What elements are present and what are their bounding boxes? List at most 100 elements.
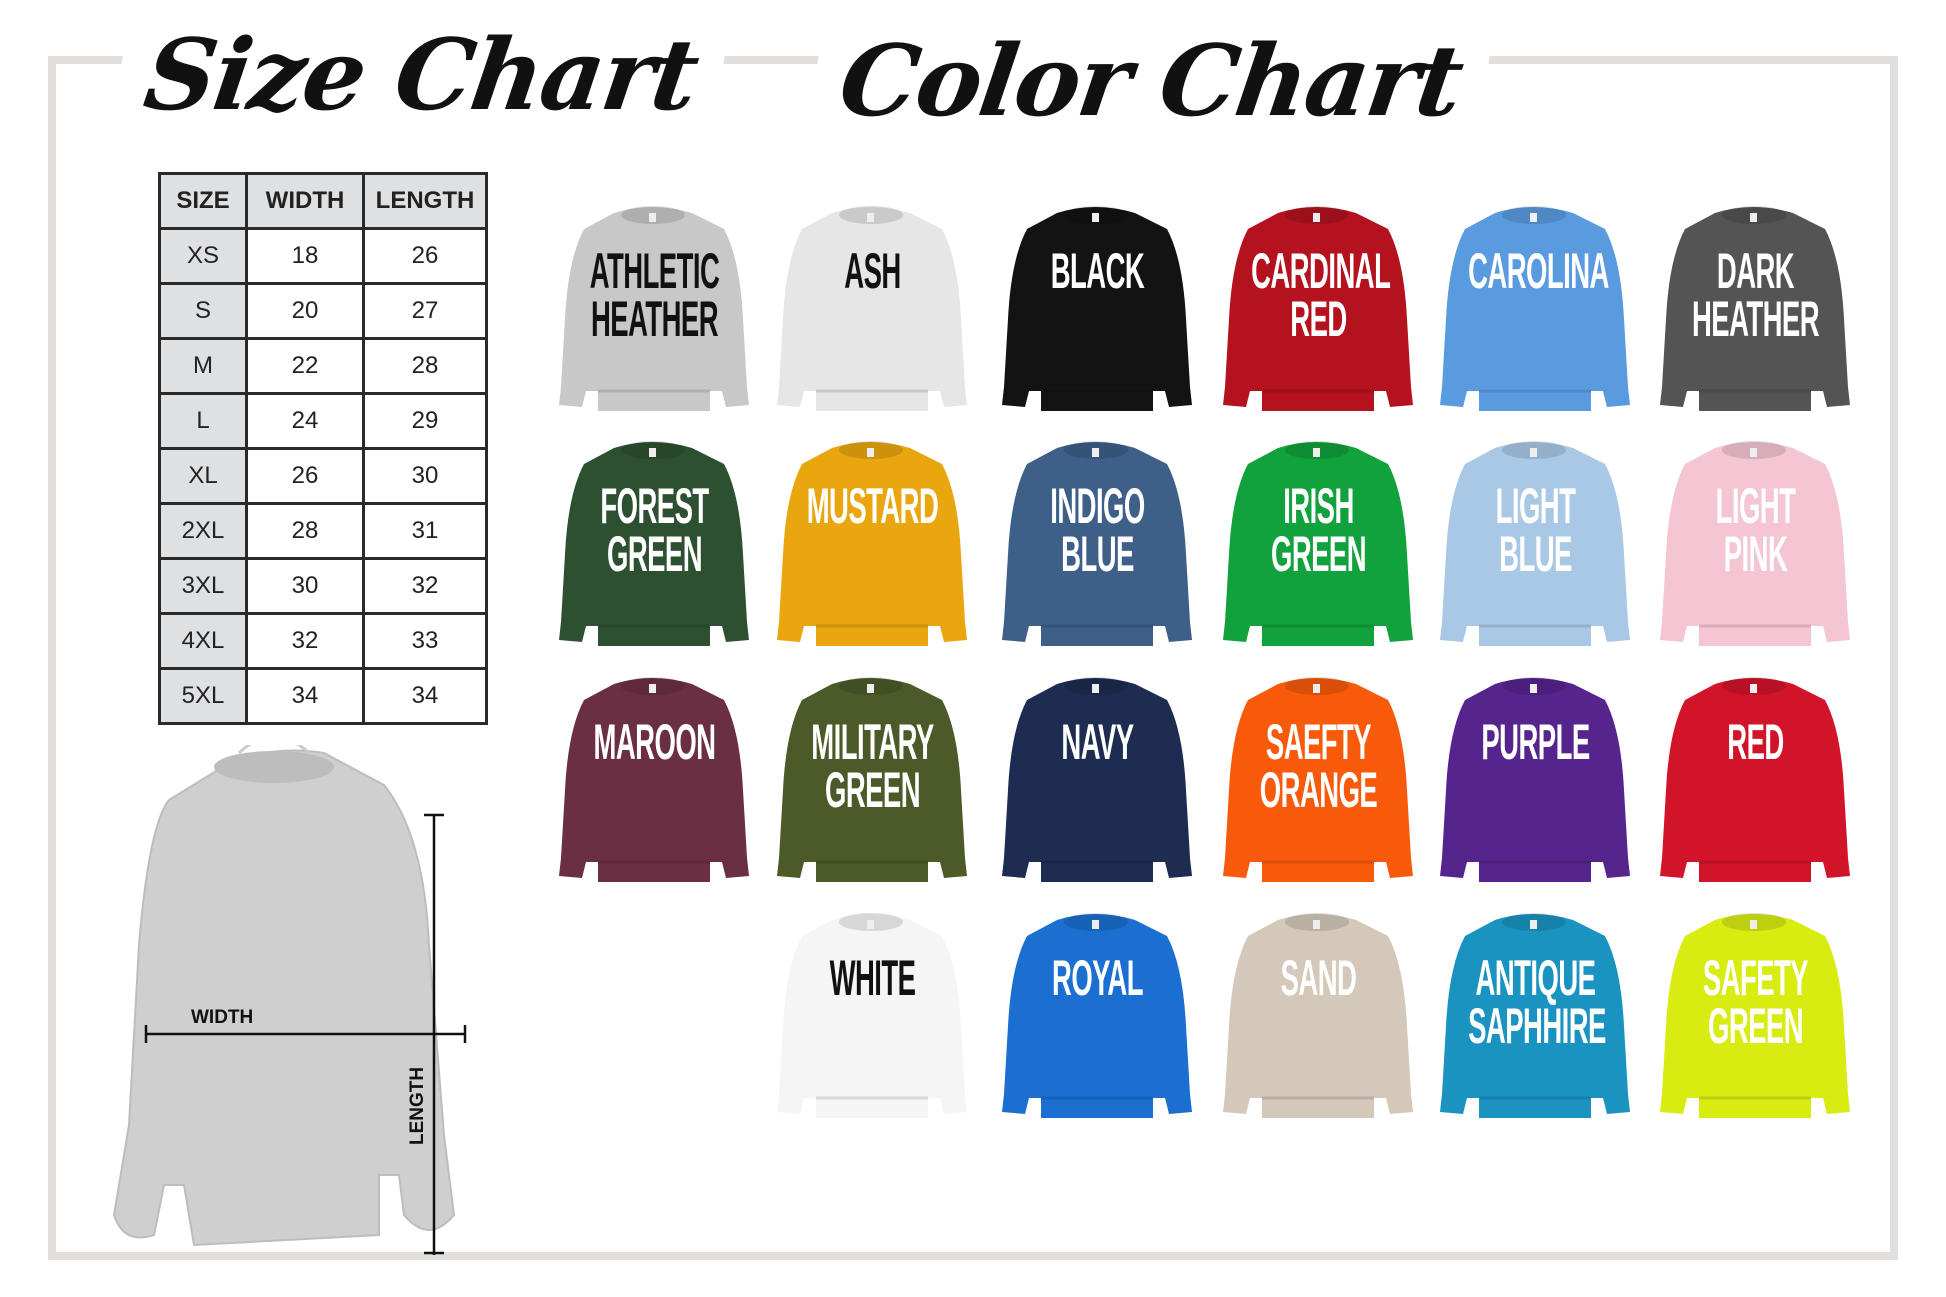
color-swatch-sweater: RED bbox=[1653, 670, 1858, 888]
color-name-label: IRISH GREEN bbox=[1270, 478, 1367, 582]
frame-bottom bbox=[48, 1252, 1898, 1260]
sweater-icon bbox=[1660, 677, 1850, 882]
size-cell: S bbox=[158, 282, 248, 340]
width-cell: 34 bbox=[245, 667, 365, 725]
color-swatch-sweater: NAVY bbox=[995, 670, 1200, 888]
sweater-icon bbox=[1223, 913, 1413, 1118]
color-name-label: WHITE bbox=[829, 950, 916, 1006]
size-cell: L bbox=[158, 392, 248, 450]
measurement-diagram: WIDTH LENGTH bbox=[109, 735, 554, 1255]
frame-left bbox=[48, 56, 56, 1260]
width-cell: 30 bbox=[245, 557, 365, 615]
sweater-icon bbox=[777, 913, 967, 1118]
table-row: XL 26 30 bbox=[158, 447, 488, 505]
width-label: WIDTH bbox=[191, 1007, 254, 1028]
color-swatch-sweater: CARDINAL RED bbox=[1216, 199, 1421, 417]
color-swatch-sweater: MILITARY GREEN bbox=[770, 670, 975, 888]
color-swatch-sweater: WHITE bbox=[770, 906, 975, 1124]
color-name-label: ASH bbox=[844, 243, 901, 299]
width-cell: 20 bbox=[245, 282, 365, 340]
sweater-icon bbox=[1002, 913, 1192, 1118]
color-name-label: MILITARY GREEN bbox=[811, 714, 934, 818]
width-cell: 26 bbox=[245, 447, 365, 505]
table-row: L 24 29 bbox=[158, 392, 488, 450]
sweater-icon bbox=[1660, 913, 1850, 1118]
width-cell: 22 bbox=[245, 337, 365, 395]
header-width: WIDTH bbox=[245, 172, 365, 230]
color-name-label: NAVY bbox=[1061, 714, 1134, 770]
size-cell: 2XL bbox=[158, 502, 248, 560]
color-swatch-sweater: ATHLETIC HEATHER bbox=[552, 199, 757, 417]
color-name-label: RED bbox=[1727, 714, 1784, 770]
color-swatch-sweater: LIGHT PINK bbox=[1653, 434, 1858, 652]
color-swatch-sweater: SAND bbox=[1216, 906, 1421, 1124]
sweater-icon bbox=[1223, 206, 1413, 411]
size-cell: M bbox=[158, 337, 248, 395]
length-cell: 33 bbox=[362, 612, 488, 670]
length-cell: 28 bbox=[362, 337, 488, 395]
size-cell: 3XL bbox=[158, 557, 248, 615]
table-row: 2XL 28 31 bbox=[158, 502, 488, 560]
sweater-icon bbox=[777, 206, 967, 411]
sweater-icon bbox=[559, 441, 749, 646]
color-name-label: SAND bbox=[1280, 950, 1357, 1006]
size-cell: XS bbox=[158, 227, 248, 285]
size-cell: XL bbox=[158, 447, 248, 505]
color-swatch-sweater: IRISH GREEN bbox=[1216, 434, 1421, 652]
color-swatch-sweater: MAROON bbox=[552, 670, 757, 888]
length-cell: 29 bbox=[362, 392, 488, 450]
frame-right bbox=[1890, 56, 1898, 1260]
color-swatch-sweater: SAFETY GREEN bbox=[1653, 906, 1858, 1124]
size-table: SIZE WIDTH LENGTH XS 18 26 S 20 27 M 22 28 L 24 29 X… bbox=[158, 172, 488, 725]
color-swatch-sweater: BLACK bbox=[995, 199, 1200, 417]
color-name-label: INDIGO BLUE bbox=[1050, 478, 1145, 582]
color-name-label: ATHLETIC HEATHER bbox=[589, 243, 720, 347]
length-cell: 31 bbox=[362, 502, 488, 560]
table-row: M 22 28 bbox=[158, 337, 488, 395]
color-name-label: LIGHT PINK bbox=[1715, 478, 1796, 582]
size-cell: 4XL bbox=[158, 612, 248, 670]
color-swatch-sweater: ANTIQUE SAPHHIRE bbox=[1433, 906, 1638, 1124]
sweater-icon bbox=[1002, 206, 1192, 411]
sweater-diagram-icon bbox=[112, 735, 467, 1255]
color-swatch-sweater: PURPLE bbox=[1433, 670, 1638, 888]
color-swatch-sweater: ROYAL bbox=[995, 906, 1200, 1124]
color-name-label: ROYAL bbox=[1052, 950, 1144, 1006]
table-row: 4XL 32 33 bbox=[158, 612, 488, 670]
color-swatch-sweater: SAEFTY ORANGE bbox=[1216, 670, 1421, 888]
color-swatch-sweater: INDIGO BLUE bbox=[995, 434, 1200, 652]
sweater-icon bbox=[1440, 441, 1630, 646]
sweater-icon bbox=[1440, 206, 1630, 411]
length-cell: 34 bbox=[362, 667, 488, 725]
table-header: SIZE WIDTH LENGTH bbox=[158, 172, 488, 230]
color-name-label: BLACK bbox=[1050, 243, 1145, 299]
color-swatch-sweater: LIGHT BLUE bbox=[1433, 434, 1638, 652]
color-name-label: SAEFTY ORANGE bbox=[1259, 714, 1378, 818]
color-name-label: DARK HEATHER bbox=[1691, 243, 1820, 347]
color-name-label: PURPLE bbox=[1481, 714, 1590, 770]
color-swatch-sweater: DARK HEATHER bbox=[1653, 199, 1858, 417]
table-row: S 20 27 bbox=[158, 282, 488, 340]
header-length: LENGTH bbox=[362, 172, 488, 230]
color-name-label: MUSTARD bbox=[806, 478, 939, 534]
color-name-label: LIGHT BLUE bbox=[1495, 478, 1576, 582]
color-name-label: MAROON bbox=[593, 714, 717, 770]
length-cell: 32 bbox=[362, 557, 488, 615]
sweater-icon bbox=[1440, 677, 1630, 882]
color-swatch-sweater: FOREST GREEN bbox=[552, 434, 757, 652]
sweater-icon bbox=[1660, 441, 1850, 646]
sweater-icon bbox=[1002, 677, 1192, 882]
size-chart-title: Size Chart bbox=[111, 18, 730, 133]
header-size: SIZE bbox=[158, 172, 248, 230]
sweater-icon bbox=[777, 441, 967, 646]
length-cell: 27 bbox=[362, 282, 488, 340]
sweater-icon bbox=[1440, 913, 1630, 1118]
sweater-icon bbox=[1660, 206, 1850, 411]
color-name-label: ANTIQUE SAPHHIRE bbox=[1468, 950, 1606, 1054]
sweater-icon bbox=[559, 677, 749, 882]
table-row: 5XL 34 34 bbox=[158, 667, 488, 725]
length-label: LENGTH bbox=[407, 1066, 428, 1145]
color-name-label: FOREST GREEN bbox=[600, 478, 709, 582]
color-swatch-sweater: ASH bbox=[770, 199, 975, 417]
sweater-icon bbox=[1002, 441, 1192, 646]
